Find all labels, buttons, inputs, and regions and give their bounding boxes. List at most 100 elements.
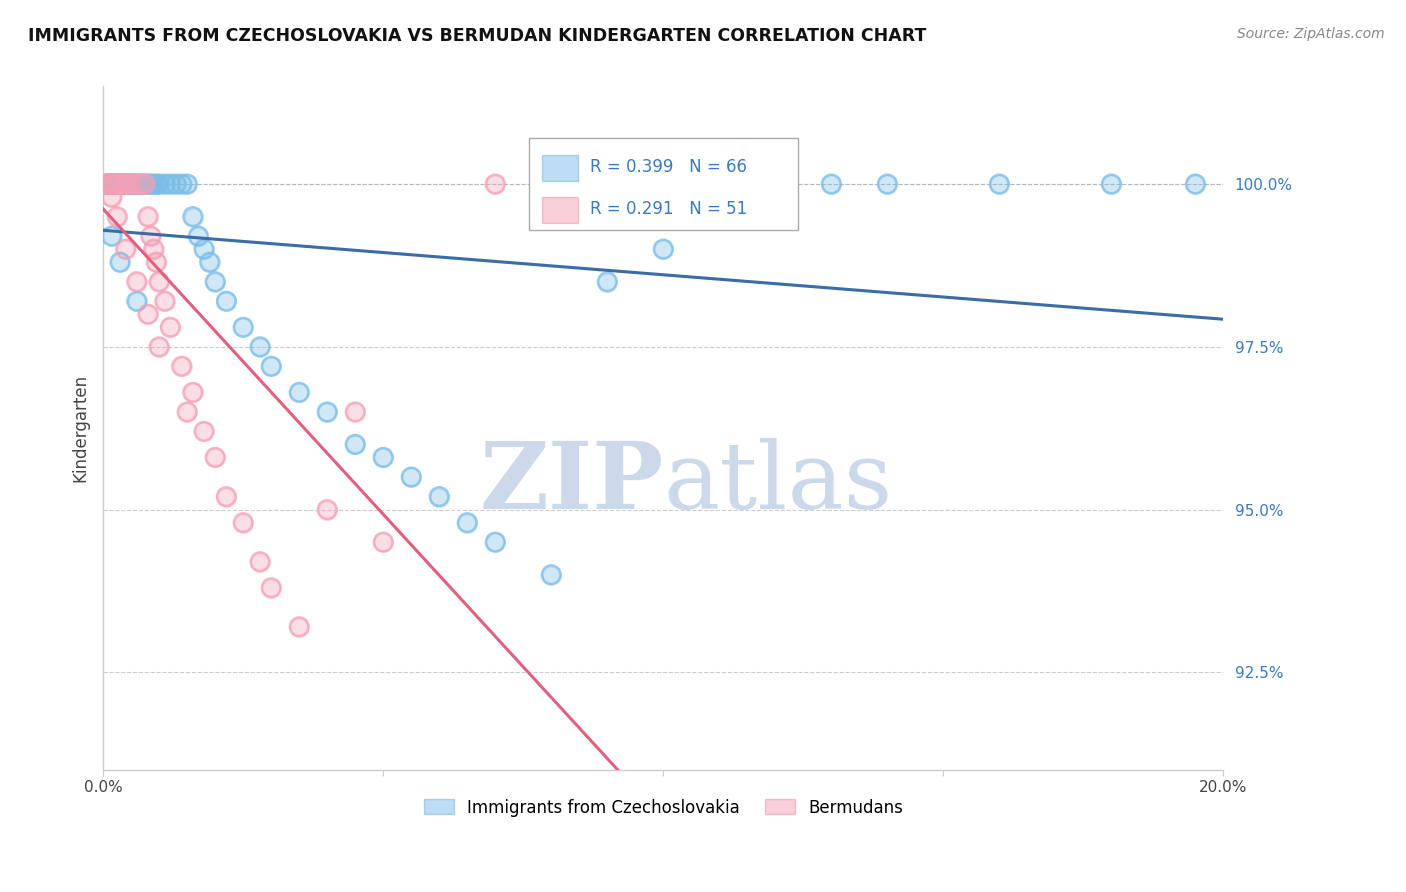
- Point: [232, 516, 254, 530]
- Point: [204, 450, 226, 465]
- Point: [373, 535, 395, 549]
- Point: [100, 190, 122, 204]
- Point: [215, 294, 238, 309]
- Point: [105, 210, 128, 224]
- Point: [134, 177, 156, 191]
- Point: [484, 177, 506, 191]
- Point: [193, 425, 215, 439]
- Point: [128, 177, 150, 191]
- Point: [763, 177, 786, 191]
- Point: [139, 177, 162, 191]
- Point: [108, 177, 131, 191]
- Point: [100, 229, 122, 244]
- Point: [136, 210, 159, 224]
- Point: [97, 177, 120, 191]
- Point: [111, 177, 134, 191]
- Point: [193, 242, 215, 256]
- Point: [1184, 177, 1206, 191]
- Point: [131, 177, 153, 191]
- Point: [124, 177, 146, 191]
- Point: [128, 177, 150, 191]
- Point: [427, 490, 450, 504]
- Point: [876, 177, 898, 191]
- Point: [131, 177, 153, 191]
- Point: [596, 275, 619, 289]
- Point: [316, 405, 339, 419]
- Point: [763, 177, 786, 191]
- Point: [112, 177, 135, 191]
- Point: [288, 620, 311, 634]
- Point: [94, 177, 117, 191]
- Y-axis label: Kindergarten: Kindergarten: [72, 374, 89, 483]
- Point: [134, 177, 156, 191]
- Point: [122, 177, 145, 191]
- Point: [108, 177, 131, 191]
- Point: [427, 490, 450, 504]
- Point: [288, 620, 311, 634]
- Point: [103, 177, 125, 191]
- Point: [108, 177, 131, 191]
- Point: [148, 177, 170, 191]
- Point: [540, 567, 562, 582]
- Point: [1184, 177, 1206, 191]
- Point: [484, 535, 506, 549]
- Point: [373, 450, 395, 465]
- Point: [249, 555, 271, 569]
- Point: [148, 177, 170, 191]
- Point: [117, 177, 139, 191]
- Point: [148, 340, 170, 354]
- Point: [125, 275, 148, 289]
- Point: [114, 177, 136, 191]
- Point: [114, 177, 136, 191]
- Point: [260, 359, 283, 374]
- Point: [145, 177, 167, 191]
- Point: [115, 177, 138, 191]
- Point: [249, 340, 271, 354]
- Point: [103, 177, 125, 191]
- Point: [115, 177, 138, 191]
- Point: [176, 177, 198, 191]
- Point: [176, 177, 198, 191]
- Point: [121, 177, 143, 191]
- Point: [114, 242, 136, 256]
- Point: [108, 177, 131, 191]
- Point: [373, 450, 395, 465]
- Point: [153, 177, 176, 191]
- Point: [148, 340, 170, 354]
- Point: [110, 177, 132, 191]
- Point: [125, 275, 148, 289]
- Point: [249, 555, 271, 569]
- FancyBboxPatch shape: [529, 137, 797, 230]
- Point: [484, 535, 506, 549]
- Point: [105, 210, 128, 224]
- Point: [108, 177, 131, 191]
- Point: [125, 177, 148, 191]
- Point: [118, 177, 141, 191]
- Point: [124, 177, 146, 191]
- Point: [820, 177, 842, 191]
- Point: [117, 177, 139, 191]
- Point: [122, 177, 145, 191]
- Point: [170, 359, 193, 374]
- Point: [153, 294, 176, 309]
- Point: [128, 177, 150, 191]
- Point: [165, 177, 187, 191]
- Point: [288, 385, 311, 400]
- Point: [215, 294, 238, 309]
- Point: [540, 567, 562, 582]
- Point: [215, 490, 238, 504]
- Point: [159, 177, 181, 191]
- Point: [110, 177, 132, 191]
- Point: [128, 177, 150, 191]
- Point: [112, 177, 135, 191]
- Point: [181, 385, 204, 400]
- Point: [373, 535, 395, 549]
- Point: [652, 242, 675, 256]
- Point: [344, 437, 367, 451]
- Point: [215, 490, 238, 504]
- Point: [131, 177, 153, 191]
- Text: Source: ZipAtlas.com: Source: ZipAtlas.com: [1237, 27, 1385, 41]
- Point: [108, 255, 131, 269]
- Point: [148, 275, 170, 289]
- Point: [120, 177, 142, 191]
